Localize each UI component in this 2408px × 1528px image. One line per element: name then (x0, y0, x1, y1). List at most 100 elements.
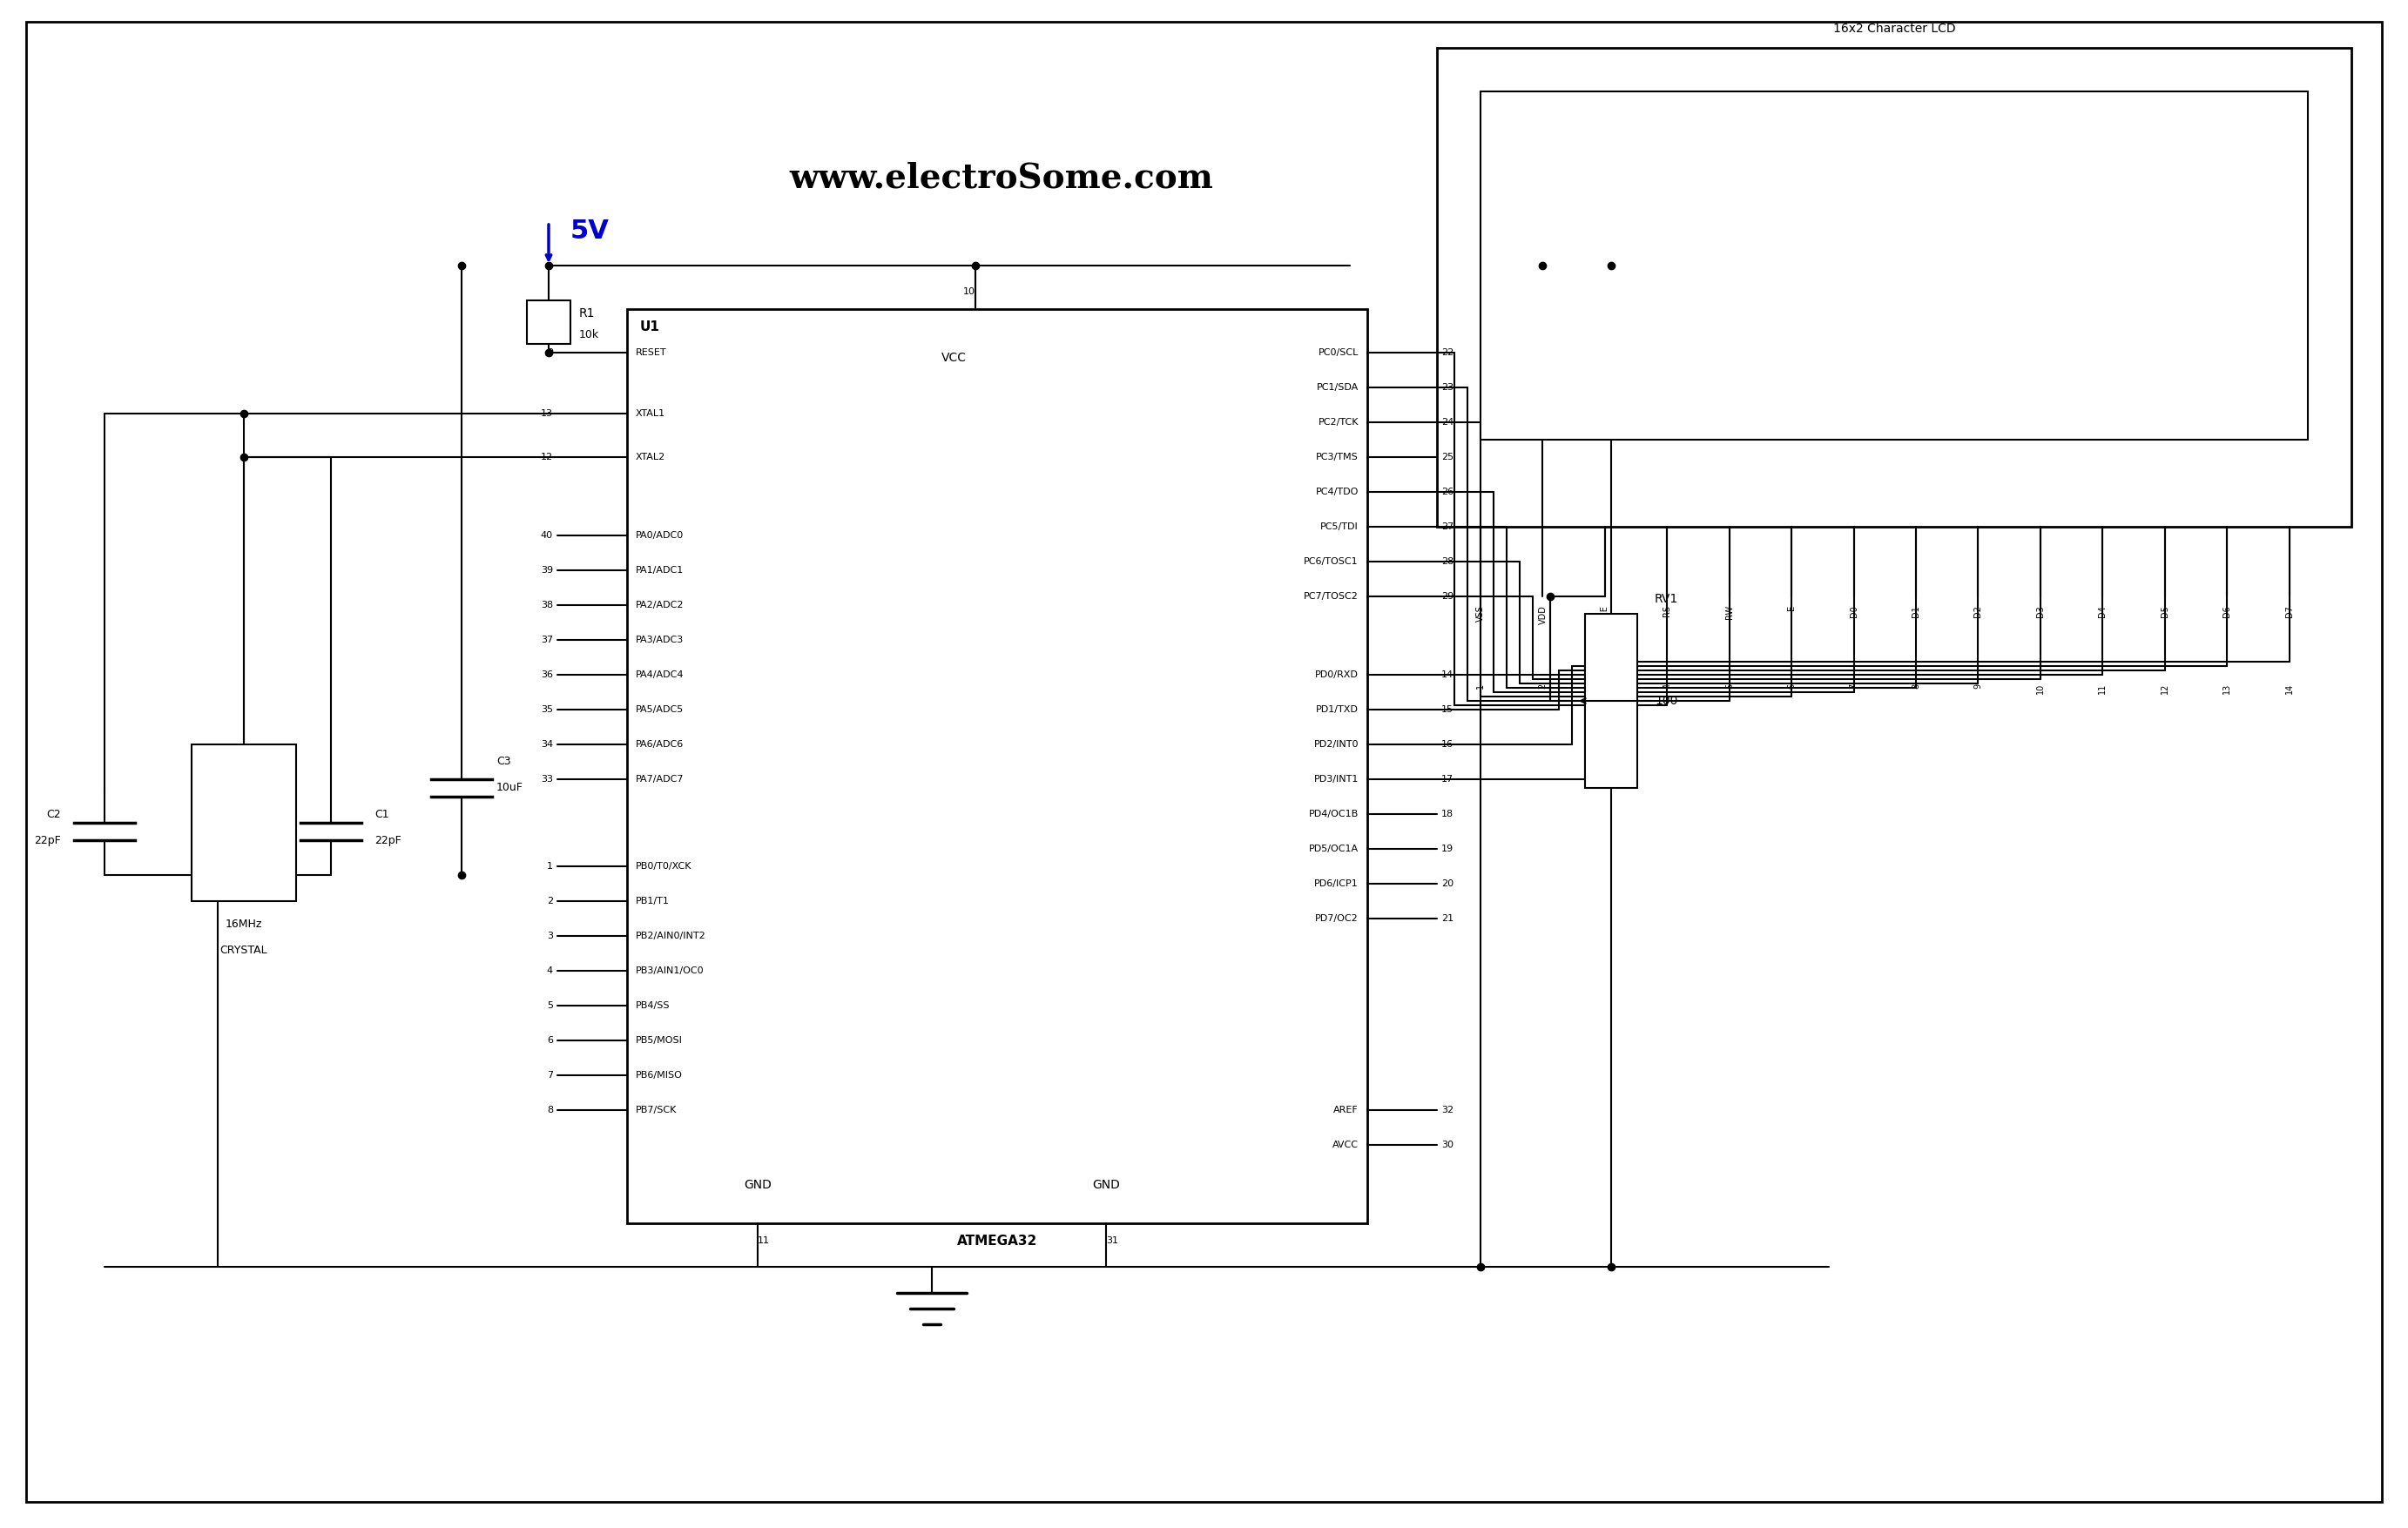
Text: PA2/ADC2: PA2/ADC2 (636, 601, 684, 610)
Text: PC0/SCL: PC0/SCL (1317, 348, 1358, 358)
Text: RESET: RESET (636, 348, 667, 358)
Text: CRYSTAL: CRYSTAL (219, 944, 267, 957)
Text: 3: 3 (1601, 683, 1609, 689)
Text: PA0/ADC0: PA0/ADC0 (636, 532, 684, 539)
Text: 5: 5 (547, 1001, 554, 1010)
Text: D1: D1 (1912, 605, 1919, 617)
Text: 13: 13 (542, 410, 554, 419)
Text: 13: 13 (2223, 683, 2232, 694)
Text: C2: C2 (46, 808, 60, 819)
Text: PB6/MISO: PB6/MISO (636, 1071, 681, 1080)
Text: PA6/ADC6: PA6/ADC6 (636, 740, 684, 749)
Text: 14: 14 (1442, 671, 1454, 678)
Text: PD5/OC1A: PD5/OC1A (1310, 845, 1358, 853)
Text: 12: 12 (542, 452, 554, 461)
Text: 9: 9 (1975, 683, 1982, 689)
Text: PD0/RXD: PD0/RXD (1315, 671, 1358, 678)
Text: 16: 16 (1442, 740, 1454, 749)
Bar (527, 301, 571, 344)
Text: XTAL2: XTAL2 (636, 452, 665, 461)
Text: PD7/OC2: PD7/OC2 (1315, 914, 1358, 923)
Text: PD3/INT1: PD3/INT1 (1315, 775, 1358, 784)
Text: D6: D6 (2223, 605, 2232, 617)
Text: 10uF: 10uF (496, 782, 523, 793)
Text: 8: 8 (1912, 683, 1919, 689)
Text: PD4/OC1B: PD4/OC1B (1308, 810, 1358, 819)
Text: 22: 22 (1442, 348, 1454, 358)
Text: 10: 10 (2037, 683, 2044, 694)
Text: PC2/TCK: PC2/TCK (1317, 419, 1358, 426)
Text: PB1/T1: PB1/T1 (636, 897, 669, 906)
Text: 40: 40 (542, 532, 554, 539)
Text: PD6/ICP1: PD6/ICP1 (1315, 879, 1358, 888)
Text: 30: 30 (1442, 1140, 1454, 1149)
Text: 15: 15 (1442, 706, 1454, 714)
Text: 10k: 10k (580, 330, 600, 341)
Text: PC4/TDO: PC4/TDO (1315, 487, 1358, 497)
Text: 2: 2 (1539, 683, 1546, 689)
Text: 20: 20 (1442, 879, 1454, 888)
Text: www.electroSome.com: www.electroSome.com (790, 162, 1214, 196)
Text: D5: D5 (2160, 605, 2170, 617)
Text: VEE: VEE (1601, 605, 1609, 622)
Text: PB4/SS: PB4/SS (636, 1001, 669, 1010)
Text: C1: C1 (376, 808, 390, 819)
Text: 38: 38 (542, 601, 554, 610)
Bar (1481, 92, 2307, 440)
Text: 18: 18 (1442, 810, 1454, 819)
Text: 12: 12 (2160, 683, 2170, 694)
Bar (1584, 614, 1637, 788)
Text: 23: 23 (1442, 384, 1454, 391)
Text: U1: U1 (641, 321, 660, 333)
Text: 35: 35 (542, 706, 554, 714)
Text: D7: D7 (2285, 605, 2292, 617)
Text: RW: RW (1724, 605, 1734, 619)
Text: 22pF: 22pF (34, 834, 60, 847)
Text: E: E (1787, 605, 1796, 611)
Text: PB7/SCK: PB7/SCK (636, 1106, 677, 1114)
Text: 19: 19 (1442, 845, 1454, 853)
Text: 1: 1 (1476, 683, 1486, 689)
Text: PC6/TOSC1: PC6/TOSC1 (1305, 558, 1358, 565)
Text: AVCC: AVCC (1332, 1140, 1358, 1149)
Text: 6: 6 (1787, 683, 1796, 689)
Text: AREF: AREF (1334, 1106, 1358, 1114)
Text: PC5/TDI: PC5/TDI (1320, 523, 1358, 532)
Text: 32: 32 (1442, 1106, 1454, 1114)
Text: GND: GND (744, 1180, 771, 1190)
Text: PB5/MOSI: PB5/MOSI (636, 1036, 681, 1045)
Text: 37: 37 (542, 636, 554, 645)
Text: 3: 3 (547, 932, 554, 940)
Text: 11: 11 (2097, 683, 2107, 694)
Text: PC7/TOSC2: PC7/TOSC2 (1303, 591, 1358, 601)
Text: PD2/INT0: PD2/INT0 (1315, 740, 1358, 749)
Text: D0: D0 (1849, 605, 1859, 617)
Text: 10: 10 (963, 287, 975, 296)
Text: 100: 100 (1654, 695, 1678, 707)
Bar (1438, 47, 2350, 527)
Text: XTAL1: XTAL1 (636, 410, 665, 419)
Text: 36: 36 (542, 671, 554, 678)
Text: RV1: RV1 (1654, 593, 1678, 605)
Text: ATMEGA32: ATMEGA32 (956, 1235, 1038, 1248)
Text: 14: 14 (2285, 683, 2292, 694)
Text: PB3/AIN1/OC0: PB3/AIN1/OC0 (636, 966, 703, 975)
Text: C3: C3 (496, 756, 510, 767)
Text: 34: 34 (542, 740, 554, 749)
Text: 9: 9 (547, 348, 554, 358)
Text: 22pF: 22pF (376, 834, 402, 847)
Text: 29: 29 (1442, 591, 1454, 601)
Text: 4: 4 (547, 966, 554, 975)
Text: PD1/TXD: PD1/TXD (1317, 706, 1358, 714)
Text: 24: 24 (1442, 419, 1454, 426)
Text: 17: 17 (1442, 775, 1454, 784)
Text: 2: 2 (547, 897, 554, 906)
Text: 7: 7 (1849, 683, 1859, 689)
Text: PA1/ADC1: PA1/ADC1 (636, 565, 684, 575)
Text: 6: 6 (547, 1036, 554, 1045)
Text: 26: 26 (1442, 487, 1454, 497)
Bar (193, 744, 296, 902)
Text: PB2/AIN0/INT2: PB2/AIN0/INT2 (636, 932, 706, 940)
Text: D2: D2 (1975, 605, 1982, 617)
Text: 39: 39 (542, 565, 554, 575)
